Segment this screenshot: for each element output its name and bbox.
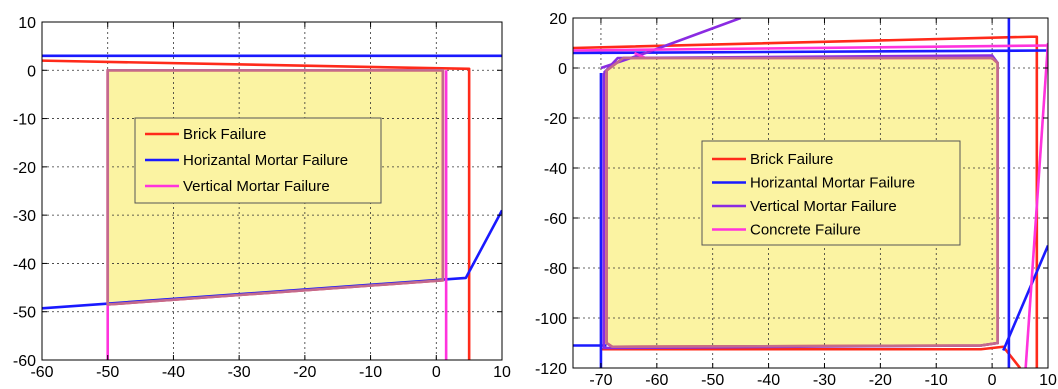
- y-tick-label: -60: [13, 353, 36, 370]
- x-tick-label: -20: [293, 364, 316, 381]
- x-tick-label: -10: [925, 372, 948, 389]
- x-tick-label: -20: [869, 372, 892, 389]
- y-tick-label: -50: [13, 305, 36, 322]
- x-tick-label: -50: [96, 364, 119, 381]
- x-tick-label: -70: [589, 372, 612, 389]
- y-tick-label: -100: [535, 311, 567, 328]
- y-tick-label: -120: [535, 361, 567, 378]
- legend-label-brick-failure: Brick Failure: [750, 151, 833, 168]
- y-tick-label: -10: [13, 112, 36, 129]
- x-tick-label: 0: [432, 364, 441, 381]
- x-tick-label: -40: [162, 364, 185, 381]
- series-horizantal-mortar-failure: [573, 18, 1048, 368]
- series-line-horizantal-mortar-failure: [1002, 244, 1048, 352]
- axes-box: [41, 21, 503, 361]
- legend-label-horizantal-mortar-failure: Horizantal Mortar Failure: [750, 175, 915, 192]
- y-tick-label: -20: [13, 160, 36, 177]
- y-tick-label: 20: [549, 11, 567, 28]
- y-tick-label: 0: [558, 61, 567, 78]
- x-tick-label: -50: [701, 372, 724, 389]
- legend: Brick Failure Horizantal Mortar Failure Ve…: [701, 140, 961, 246]
- series-line-brick-failure: [42, 59, 471, 360]
- y-tick-label: 0: [27, 63, 36, 80]
- safe-region-outline: [605, 56, 1000, 349]
- x-tick-label: -60: [30, 364, 53, 381]
- y-tick-label: -40: [544, 161, 567, 178]
- x-tick-label: -10: [359, 364, 382, 381]
- y-tick-label: -20: [544, 111, 567, 128]
- x-tick-label: 10: [493, 364, 511, 381]
- safe-region-outline: [106, 68, 445, 306]
- y-tick-label: -80: [544, 261, 567, 278]
- legend-label-vertical-mortar-failure: Vertical Mortar Failure: [750, 198, 897, 215]
- x-tick-label: 10: [1039, 372, 1057, 389]
- x-tick-label: -40: [757, 372, 780, 389]
- x-tick-label: -30: [228, 364, 251, 381]
- series-line-concrete-failure: [573, 44, 1048, 52]
- x-tick-label: -60: [645, 372, 668, 389]
- series-line-horizantal-mortar-failure: [573, 49, 1048, 55]
- legend-label-vertical-mortar-failure: Vertical Mortar Failure: [183, 178, 330, 195]
- legend-label-horizantal-mortar-failure: Horizantal Mortar Failure: [183, 152, 348, 169]
- legend-label-brick-failure: Brick Failure: [183, 126, 266, 143]
- x-tick-label: 0: [988, 372, 997, 389]
- y-tick-label: 10: [18, 15, 36, 32]
- legend-label-concrete-failure: Concrete Failure: [750, 222, 861, 239]
- series-line-concrete-failure: [1024, 42, 1048, 368]
- right-chart: -70 -60 -50 -40 -30 -20 -10 0 10-120-100-80-60-4…: [535, 11, 1057, 389]
- y-tick-label: -30: [13, 208, 36, 225]
- left-chart: -60 -50 -40 -30 -20 -10 0 10 -60 -50 -40 -30 -20 -10 0…: [13, 15, 511, 381]
- y-tick-label: -40: [13, 256, 36, 273]
- axes-box: [572, 17, 1049, 369]
- legend: Brick Failure Horizantal Mortar Failure Ve…: [134, 117, 382, 204]
- series-line-brick-failure: [600, 345, 1022, 368]
- x-tick-label: -30: [813, 372, 836, 389]
- y-tick-label: -60: [544, 211, 567, 228]
